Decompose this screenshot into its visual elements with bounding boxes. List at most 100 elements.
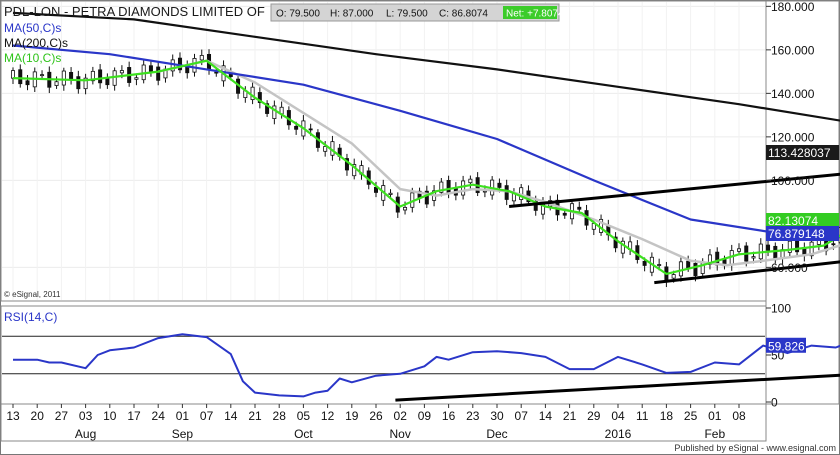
x-month-label: Aug: [75, 427, 96, 441]
candle-body: [265, 103, 270, 114]
price-tick-label: 120.000: [771, 130, 815, 144]
price-tag-label: 82.13074: [768, 214, 818, 228]
rsi-title: RSI(14,C): [4, 310, 57, 324]
series-line-ma-200-c-s: [12, 11, 840, 122]
price-tick-label: 100.000: [771, 174, 815, 188]
x-tick-label: 17: [127, 409, 141, 423]
price-pane: [0, 0, 767, 302]
candle-body: [134, 77, 139, 80]
price-tick-label: 160.000: [771, 43, 815, 57]
x-tick-label: 26: [369, 409, 383, 423]
candle-body: [308, 128, 313, 131]
rsi-value-tag-bg: [766, 337, 806, 353]
candle-body: [766, 244, 771, 251]
candle-body: [737, 248, 742, 252]
candle-body: [678, 261, 683, 277]
time-axis-pane: [0, 403, 767, 442]
candle-body: [657, 264, 662, 266]
candle-body: [156, 66, 161, 81]
candle-body: [446, 180, 451, 194]
x-tick-label: 23: [466, 409, 480, 423]
candle-body: [69, 71, 74, 81]
lower-trendline: [654, 260, 840, 285]
candle-body: [40, 74, 45, 77]
candle-body: [199, 55, 204, 61]
candle-body: [562, 212, 567, 216]
x-tick-label: 27: [55, 409, 69, 423]
x-tick-label: 01: [708, 409, 722, 423]
legend-ma50: MA(50,C)s: [4, 21, 61, 35]
quote-close: C: 86.8074: [439, 9, 488, 20]
candle-body: [214, 71, 219, 74]
candle-body: [76, 76, 81, 90]
price-tag-bg: [766, 145, 839, 160]
price-tag-bg: [766, 226, 839, 241]
candle-body: [504, 185, 509, 200]
footer-credit: Published by eSignal - www.esignal.com: [674, 443, 836, 453]
copyright: © eSignal, 2011: [4, 290, 61, 299]
candle-body: [105, 78, 110, 86]
x-tick-label: 12: [321, 409, 335, 423]
candle-body: [25, 80, 30, 86]
quote-bar: [270, 3, 560, 22]
upper-trendline: [508, 172, 840, 208]
series-line-ma-50-c-s: [12, 44, 840, 239]
candle-body: [192, 58, 197, 73]
x-tick-label: 05: [297, 409, 311, 423]
x-tick-label: 21: [563, 409, 577, 423]
rsi-grid: [2, 335, 765, 375]
candle-body: [373, 186, 378, 193]
x-tick-label: 14: [224, 409, 238, 423]
candle-body: [54, 81, 59, 86]
candle-body: [257, 92, 262, 103]
x-tick-label: 09: [418, 409, 432, 423]
legend-ma200: MA(200,C)s: [4, 36, 68, 50]
price-axis-ticks: 180.000 160.000 140.000 120.000 100.000 60.00…: [766, 0, 815, 275]
candle-body: [707, 254, 712, 265]
candle-body: [119, 70, 124, 74]
rsi-line: [13, 333, 840, 398]
symbol-title: PDL-LON - PETRA DIAMONDS LIMITED OF: [4, 4, 265, 19]
x-tick-label: 19: [345, 409, 359, 423]
x-tick-label: 11: [636, 409, 649, 423]
price-tick-label: 60.000: [771, 261, 808, 275]
candle-body: [613, 236, 618, 249]
candle-body: [831, 243, 836, 246]
candle-body: [272, 105, 277, 119]
quote-open: O: 79.500: [276, 9, 320, 20]
x-tick-label: 16: [442, 409, 456, 423]
x-tick-label: 28: [273, 409, 287, 423]
candle-body: [403, 207, 408, 211]
price-tag-bg: [766, 213, 839, 228]
rsi-trendline: [395, 373, 840, 402]
x-tick-label: 25: [684, 409, 698, 423]
series-line-ma-10-c-s: [12, 59, 840, 275]
x-month-label: 2016: [605, 427, 632, 441]
x-month-label: Oct: [294, 427, 313, 441]
series-line-ma-20-c-s: [157, 59, 840, 267]
rsi-pane: [0, 305, 767, 405]
x-tick-label: 24: [152, 409, 166, 423]
x-tick-label: 30: [490, 409, 504, 423]
candle-body: [787, 240, 792, 253]
candle-body: [809, 241, 814, 257]
x-tick-label: 07: [515, 409, 529, 423]
candle-body: [90, 70, 95, 82]
candle-body: [751, 256, 756, 259]
x-month-label: Nov: [390, 427, 411, 441]
x-tick-label: 07: [200, 409, 214, 423]
candle-body: [10, 70, 15, 79]
x-tick-label: 03: [79, 409, 93, 423]
x-month-label: Dec: [486, 427, 507, 441]
candle-body: [773, 245, 778, 261]
candle-body: [148, 65, 153, 72]
candle-body: [98, 69, 103, 84]
candle-body: [577, 206, 582, 210]
candle-body: [497, 182, 502, 188]
quote-net: Net: +7.8074: [506, 9, 564, 20]
x-tick-label: 14: [539, 409, 553, 423]
x-tick-label: 04: [611, 409, 625, 423]
